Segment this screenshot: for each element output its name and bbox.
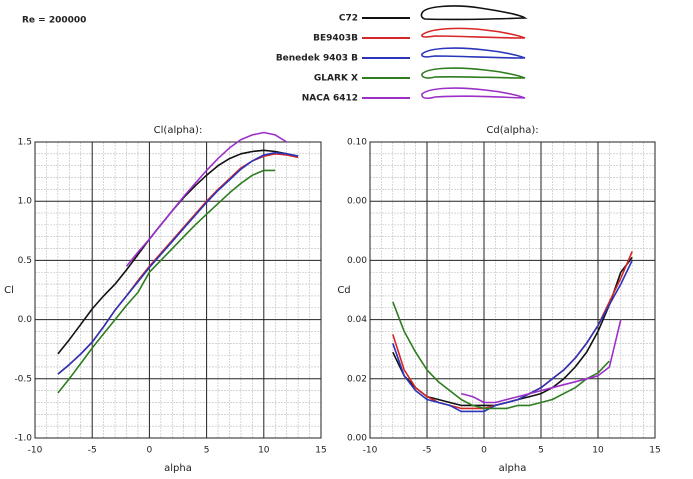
series-line (57, 169, 276, 394)
x-tick-label: -10 (28, 446, 43, 456)
airfoil-icons (420, 5, 528, 100)
annotation: Re = 200000 (22, 16, 86, 26)
y-tick-label: 1.5 (18, 138, 32, 148)
x-tick-label: 15 (649, 446, 660, 456)
series-line (57, 151, 299, 375)
x-tick-label: 10 (592, 446, 604, 456)
y-tick-label: 0.02 (347, 374, 367, 384)
legend-label: C72 (339, 14, 358, 24)
legend-label: NACA 6412 (302, 94, 358, 104)
x-tick-label: 10 (258, 446, 270, 456)
x-tick-label: 5 (204, 446, 210, 456)
x-tick-label: -5 (88, 446, 97, 456)
series-line (392, 260, 633, 413)
y-tick-label: 0.00 (347, 434, 367, 444)
x-tick-label: 0 (481, 446, 487, 456)
chart-title: Cd(alpha): (486, 125, 538, 136)
plot-frame (34, 141, 322, 439)
y-tick-label: 0.00 (347, 256, 367, 266)
y-tick-label: 0.10 (347, 138, 367, 148)
x-tick-label: -5 (423, 446, 432, 456)
legend-label: BE9403B (313, 34, 358, 44)
series-line (392, 301, 610, 410)
y-tick-label: -0.5 (14, 374, 32, 384)
y-axis-label: Cl (4, 285, 14, 296)
x-axis-label: alpha (164, 463, 192, 474)
x-axis-label: alpha (499, 463, 527, 474)
y-axis-label: Cd (337, 285, 350, 296)
series-line (392, 251, 633, 410)
x-tick-label: 5 (538, 446, 544, 456)
plot-frame (369, 141, 656, 439)
legend-label: GLARK X (314, 74, 358, 84)
y-tick-label: 0.00 (347, 197, 367, 207)
y-tick-label: 0.0 (18, 315, 33, 325)
y-tick-label: 1.0 (18, 197, 33, 207)
series-line (125, 131, 288, 267)
chart-title: Cl(alpha): (154, 125, 203, 136)
x-tick-label: 15 (315, 446, 326, 456)
y-tick-label: 0.04 (347, 315, 367, 325)
y-tick-label: -1.0 (14, 434, 32, 444)
x-tick-label: -10 (363, 446, 378, 456)
x-tick-label: 0 (147, 446, 153, 456)
series-line (57, 149, 299, 355)
series-line (460, 319, 622, 404)
legend-label: Benedek 9403 B (276, 54, 358, 64)
y-tick-label: 0.5 (18, 256, 32, 266)
